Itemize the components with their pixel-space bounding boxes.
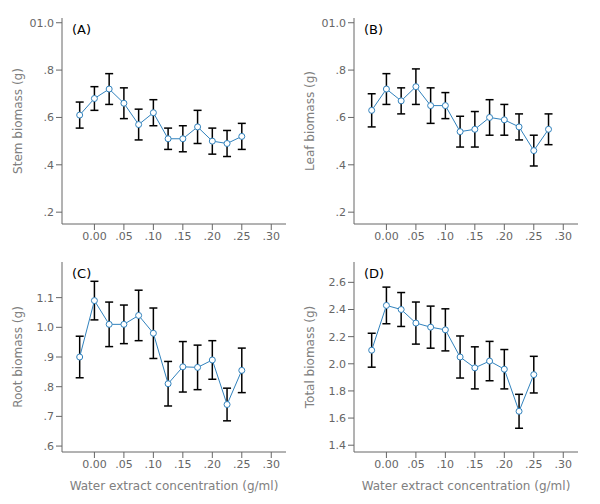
- svg-text:.2: .2: [44, 206, 55, 219]
- svg-text:0.00: 0.00: [82, 458, 107, 471]
- html-text:(B): (B): [364, 22, 384, 37]
- svg-text:.30: .30: [555, 230, 573, 243]
- svg-text:.20: .20: [204, 230, 222, 243]
- svg-text:Stem biomass (g): Stem biomass (g): [11, 68, 25, 174]
- svg-text:0.00: 0.00: [374, 230, 399, 243]
- svg-text:.4: .4: [44, 159, 55, 172]
- svg-text:.10: .10: [145, 230, 163, 243]
- svg-text:.25: .25: [525, 458, 543, 471]
- svg-text:.7: .7: [44, 410, 55, 423]
- svg-text:0.00: 0.00: [374, 458, 399, 471]
- svg-text:.6: .6: [44, 440, 55, 453]
- svg-text:.20: .20: [496, 458, 514, 471]
- svg-text:.8: .8: [336, 64, 347, 77]
- svg-text:.8: .8: [44, 64, 55, 77]
- svg-text:.20: .20: [204, 458, 222, 471]
- svg-text:1.6: 1.6: [329, 412, 347, 425]
- svg-text:.10: .10: [145, 458, 163, 471]
- svg-text:Leaf biomass (g): Leaf biomass (g): [303, 71, 317, 171]
- svg-text:.05: .05: [407, 458, 425, 471]
- svg-text:2.2: 2.2: [329, 331, 347, 344]
- svg-text:.05: .05: [115, 230, 133, 243]
- svg-text:.2: .2: [336, 206, 347, 219]
- svg-text:01.0: 01.0: [30, 17, 55, 30]
- html-text:(C): (C): [72, 266, 92, 281]
- svg-text:Root biomass (g): Root biomass (g): [11, 306, 25, 408]
- svg-text:2.6: 2.6: [329, 276, 347, 289]
- svg-text:.25: .25: [525, 230, 543, 243]
- svg-text:.15: .15: [174, 458, 192, 471]
- svg-text:.8: .8: [44, 381, 55, 394]
- svg-text:Water extract concentration (g: Water extract concentration (g/ml): [362, 479, 571, 493]
- svg-text:.30: .30: [263, 458, 281, 471]
- html-text:(D): (D): [364, 266, 385, 281]
- svg-text:.10: .10: [437, 230, 455, 243]
- svg-text:.6: .6: [44, 111, 55, 124]
- svg-text:2.4: 2.4: [329, 303, 347, 316]
- svg-text:1.1: 1.1: [37, 292, 55, 305]
- svg-text:1.0: 1.0: [37, 321, 55, 334]
- svg-text:.25: .25: [233, 458, 251, 471]
- svg-text:.15: .15: [466, 230, 484, 243]
- svg-text:.9: .9: [44, 351, 55, 364]
- svg-text:.20: .20: [496, 230, 514, 243]
- svg-text:1.4: 1.4: [329, 439, 347, 452]
- svg-text:.30: .30: [263, 230, 281, 243]
- svg-text:.15: .15: [174, 230, 192, 243]
- svg-text:Water extract concentration (g: Water extract concentration (g/ml): [70, 479, 279, 493]
- html-text:(A): (A): [72, 22, 91, 37]
- svg-text:.05: .05: [407, 230, 425, 243]
- svg-text:01.0: 01.0: [322, 17, 347, 30]
- svg-text:.05: .05: [115, 458, 133, 471]
- svg-text:.6: .6: [336, 111, 347, 124]
- svg-text:.10: .10: [437, 458, 455, 471]
- svg-text:.15: .15: [466, 458, 484, 471]
- svg-text:2.0: 2.0: [329, 358, 347, 371]
- svg-text:1.8: 1.8: [329, 385, 347, 398]
- svg-text:.30: .30: [555, 458, 573, 471]
- svg-text:.25: .25: [233, 230, 251, 243]
- svg-text:.4: .4: [336, 159, 347, 172]
- svg-text:Total biomass (g): Total biomass (g): [303, 306, 317, 409]
- svg-text:0.00: 0.00: [82, 230, 107, 243]
